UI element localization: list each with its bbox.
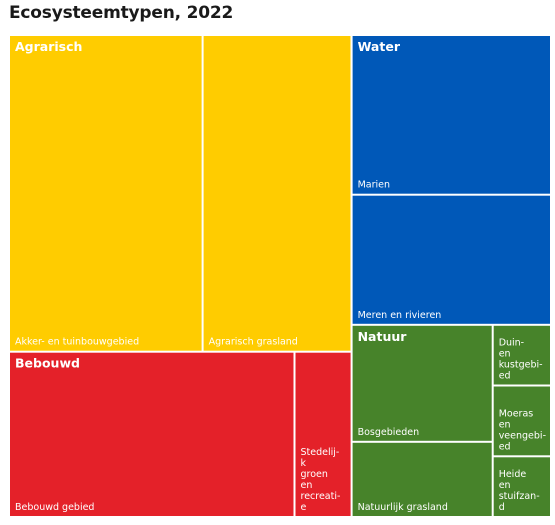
treemap-cell-marien[interactable] [352, 36, 550, 194]
treemap-cell-natuurlijk-grasland[interactable] [352, 442, 492, 516]
label-bebouwd-gebied: Bebouwd gebied [15, 502, 94, 513]
treemap-cell-agrarisch-grasland[interactable] [203, 36, 351, 351]
label-akker-en-tuinbouwgebied: Akker- en tuinbouwgebied [15, 337, 139, 348]
label-marien: Marien [358, 180, 390, 191]
label-duin-en-kustgebied: Duin-en kustgebi-ed [499, 338, 543, 382]
group-label-bebouwd: Bebouwd [15, 356, 80, 371]
treemap-cell-akker-en-tuinbouwgebied[interactable] [10, 36, 202, 351]
group-label-agrarisch: Agrarisch [15, 39, 82, 54]
treemap-cell-meren-en-rivieren[interactable] [352, 195, 550, 324]
treemap-cell-bosgebieden[interactable] [352, 325, 492, 441]
label-stedelijk-groen-en-recreatie: Stedelij-k groen en recreati-e [301, 447, 341, 513]
label-heide-en-stuifzand: Heide en stuifzan-d [499, 469, 540, 513]
treemap-cell-heide-en-stuifzand[interactable] [493, 457, 550, 516]
label-moeras-en-veengebied: Moeras en veengebi-ed [499, 408, 546, 452]
label-meren-en-rivieren: Meren en rivieren [358, 310, 442, 321]
treemap-cell-bebouwd-gebied[interactable] [10, 352, 294, 516]
treemap-cell-duin-en-kustgebied[interactable] [493, 325, 550, 385]
label-bosgebieden: Bosgebieden [358, 427, 420, 438]
treemap-cell-stedelijk-groen-en-recreatie[interactable] [295, 352, 351, 516]
group-label-water: Water [358, 39, 401, 54]
chart-title: Ecosysteemtypen, 2022 [9, 3, 234, 23]
label-agrarisch-grasland: Agrarisch grasland [209, 337, 298, 348]
treemap-cell-moeras-en-veengebied[interactable] [493, 386, 550, 456]
group-label-natuur: Natuur [358, 329, 408, 344]
label-natuurlijk-grasland: Natuurlijk grasland [358, 502, 448, 513]
